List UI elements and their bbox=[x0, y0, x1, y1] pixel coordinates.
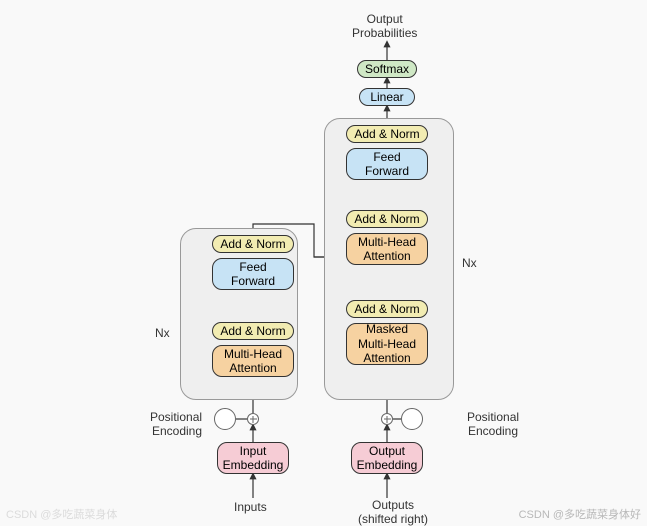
encoder-addnorm-1: Add & Norm bbox=[212, 322, 294, 340]
watermark-left: CSDN @多吃蔬菜身体 bbox=[6, 506, 117, 522]
block-label: Feed Forward bbox=[351, 150, 423, 179]
block-label: Linear bbox=[370, 90, 403, 104]
decoder-cross-multihead-attention: Multi-Head Attention bbox=[346, 233, 428, 265]
decoder-masked-multihead-attention: Masked Multi-Head Attention bbox=[346, 323, 428, 365]
block-label: Masked Multi-Head Attention bbox=[351, 322, 423, 365]
block-label: Output Embedding bbox=[356, 444, 418, 473]
outputs-label: Outputs (shifted right) bbox=[358, 498, 428, 526]
block-label: Add & Norm bbox=[354, 302, 419, 316]
decoder-addnorm-1: Add & Norm bbox=[346, 300, 428, 318]
positional-encoding-icon bbox=[401, 408, 423, 430]
output-embedding: Output Embedding bbox=[351, 442, 423, 474]
decoder-feed-forward: Feed Forward bbox=[346, 148, 428, 180]
inputs-label: Inputs bbox=[234, 500, 267, 514]
encoder-addnorm-2: Add & Norm bbox=[212, 235, 294, 253]
block-label: Softmax bbox=[365, 62, 409, 76]
block-label: Input Embedding bbox=[222, 444, 284, 473]
encoder-multihead-attention: Multi-Head Attention bbox=[212, 345, 294, 377]
block-label: Add & Norm bbox=[220, 237, 285, 251]
block-label: Add & Norm bbox=[220, 324, 285, 338]
output-probabilities-label: Output Probabilities bbox=[352, 12, 417, 40]
input-embedding: Input Embedding bbox=[217, 442, 289, 474]
block-label: Multi-Head Attention bbox=[351, 235, 423, 264]
block-label: Add & Norm bbox=[354, 212, 419, 226]
decoder-addnorm-2: Add & Norm bbox=[346, 210, 428, 228]
decoder-addnorm-3: Add & Norm bbox=[346, 125, 428, 143]
encoder-feed-forward: Feed Forward bbox=[212, 258, 294, 290]
linear-block: Linear bbox=[359, 88, 415, 106]
add-op-decoder bbox=[381, 413, 393, 425]
block-label: Feed Forward bbox=[217, 260, 289, 289]
block-label: Multi-Head Attention bbox=[217, 347, 289, 376]
nx-label-left: Nx bbox=[155, 326, 170, 340]
softmax-block: Softmax bbox=[357, 60, 417, 78]
positional-encoding-icon bbox=[214, 408, 236, 430]
nx-label-right: Nx bbox=[462, 256, 477, 270]
watermark-right: CSDN @多吃蔬菜身体好 bbox=[519, 506, 641, 522]
block-label: Add & Norm bbox=[354, 127, 419, 141]
positional-encoding-label-left: Positional Encoding bbox=[150, 410, 202, 438]
positional-encoding-label-right: Positional Encoding bbox=[467, 410, 519, 438]
add-op-encoder bbox=[247, 413, 259, 425]
